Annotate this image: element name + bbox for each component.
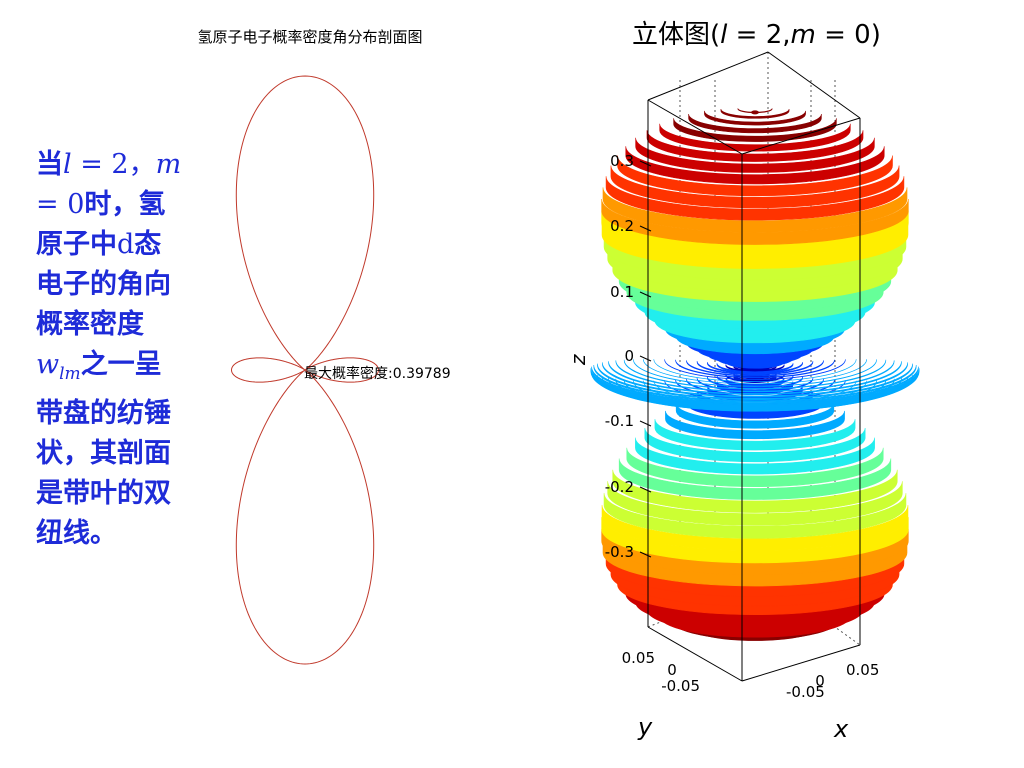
- z-axis-label: z: [566, 354, 590, 366]
- x-tick-label: 0.05: [846, 661, 879, 679]
- annotation-line-1: 当l = 2，m: [36, 149, 182, 180]
- z-tick-label: -0.3: [605, 543, 634, 561]
- section-plot-canvas: 最大概率密度:0.39789: [230, 75, 451, 665]
- annotation-line-4: 电子的角向: [36, 269, 171, 300]
- y-axis-label: y: [637, 713, 653, 741]
- max-density-label: 最大概率密度:0.39789: [304, 365, 451, 382]
- bounding-box-front: [647, 99, 861, 682]
- surface-plot-title: 立体图(l = 2,m = 0): [632, 20, 881, 50]
- annotation-line-2: = 0时，氢: [36, 189, 166, 220]
- z-tick-label: 0: [624, 347, 634, 365]
- y-tick-label: -0.05: [661, 677, 700, 695]
- annotation-line-6: wlm之一呈: [36, 349, 162, 384]
- y-tick-label: 0: [667, 661, 677, 679]
- axis-ticks: 0.30.20.10-0.1-0.2-0.30.050-0.050.050-0.…: [605, 152, 880, 701]
- z-tick-label: -0.1: [605, 412, 634, 430]
- z-tick-label: 0.2: [610, 217, 634, 235]
- section-plot: 氢原子电子概率密度角分布剖面图 最大概率密度:0.39789: [197, 28, 451, 665]
- surface-body: [590, 108, 920, 641]
- annotation-text: 当l = 2，m = 0时，氢 原子中d态 电子的角向 概率密度 wlm之一呈 …: [36, 145, 221, 554]
- annotation-line-5: 概率密度: [36, 309, 144, 340]
- z-tick-label: 0.1: [610, 283, 634, 301]
- x-tick-label: -0.05: [786, 683, 825, 701]
- annotation-line-7: 带盘的纺锤: [36, 398, 171, 429]
- annotation-line-10: 纽线。: [36, 518, 117, 549]
- surface-plot: 0.30.20.10-0.1-0.2-0.30.050-0.050.050-0.…: [566, 51, 920, 743]
- z-tick-label: -0.2: [605, 478, 634, 496]
- probability-density-curve: [230, 75, 380, 665]
- annotation-line-3: 原子中d态: [36, 229, 162, 260]
- x-tick-label: 0: [815, 672, 825, 690]
- section-plot-title: 氢原子电子概率密度角分布剖面图: [197, 28, 423, 46]
- y-tick-label: 0.05: [622, 649, 655, 667]
- z-tick-label: 0.3: [610, 152, 634, 170]
- annotation-line-8: 状，其剖面: [36, 438, 171, 469]
- annotation-line-9: 是带叶的双: [36, 478, 171, 509]
- x-axis-label: x: [833, 715, 849, 743]
